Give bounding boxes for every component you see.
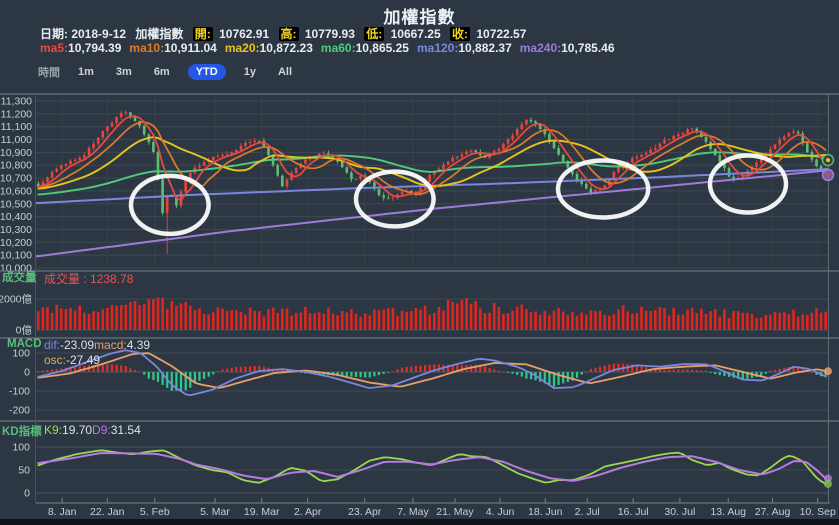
toolbar-label: 時間 (38, 67, 60, 79)
close-value: 10722.57 (476, 27, 527, 41)
range-button-all[interactable]: All (277, 66, 293, 78)
d9-label: D9: (92, 423, 111, 437)
svg-text:0: 0 (24, 488, 30, 500)
ma-legend-item-ma20: ma20:10,872.23 (224, 41, 313, 55)
svg-text:7. May: 7. May (397, 506, 429, 518)
svg-text:10,700: 10,700 (0, 173, 32, 185)
svg-text:100: 100 (12, 442, 30, 454)
dif-label: dif: (44, 338, 61, 352)
annotation-ellipse (707, 153, 789, 215)
bottom-bar (0, 519, 839, 525)
svg-text:10,900: 10,900 (0, 147, 32, 159)
svg-text:10,500: 10,500 (0, 198, 32, 210)
svg-text:10,200: 10,200 (0, 237, 32, 249)
svg-text:50: 50 (18, 465, 30, 477)
range-button-6m[interactable]: 6m (153, 66, 170, 78)
ma-legend-item-ma120: ma120:10,882.37 (416, 41, 512, 55)
macd-label: macd: (94, 338, 127, 352)
svg-text:19. Mar: 19. Mar (244, 506, 280, 518)
kd-panel-title: KD指標 (2, 426, 42, 438)
range-button-1y[interactable]: 1y (243, 66, 256, 78)
svg-text:21. May: 21. May (436, 506, 474, 518)
svg-text:11,000: 11,000 (1, 134, 32, 146)
high-value: 10779.93 (304, 27, 355, 41)
macd-panel-title: MACD (7, 338, 42, 350)
d9-value: 31.54 (110, 423, 141, 437)
open-badge: 開: (192, 27, 213, 41)
svg-text:-200: -200 (9, 405, 30, 417)
open-value: 10762.91 (219, 27, 270, 41)
svg-text:2000億: 2000億 (0, 293, 32, 306)
ma-legend-item-ma240: ma240:10,785.46 (519, 41, 615, 55)
svg-text:0億: 0億 (16, 324, 33, 337)
svg-text:11,100: 11,100 (1, 121, 32, 133)
volume-panel-title: 成交量 (2, 272, 37, 284)
svg-text:100: 100 (12, 348, 30, 360)
svg-text:2. Apr: 2. Apr (294, 506, 322, 518)
svg-text:-100: -100 (9, 386, 30, 398)
k9-label: K9: (44, 423, 63, 437)
range-button-3m[interactable]: 3m (115, 66, 132, 78)
annotation-ellipse (555, 158, 651, 220)
ma-legend-item-ma10: ma10:10,911.04 (129, 41, 217, 55)
svg-text:27. Aug: 27. Aug (755, 506, 791, 518)
date-label: 日期: 2018-9-12 (40, 27, 127, 41)
svg-text:23. Apr: 23. Apr (348, 506, 382, 518)
svg-text:10,100: 10,100 (0, 250, 32, 262)
kd-values: K9:19.70D9:31.54 (44, 423, 141, 437)
svg-text:22. Jan: 22. Jan (90, 506, 125, 518)
volume-value-label: 成交量 : 1238.78 (44, 272, 134, 286)
range-buttons: 1m 3m 6m YTD 1y All (74, 64, 296, 80)
high-badge: 高: (278, 27, 299, 41)
svg-text:10. Sep: 10. Sep (800, 506, 836, 518)
k9-value: 19.70 (62, 423, 93, 437)
low-badge: 低: (364, 27, 385, 41)
range-button-ytd[interactable]: YTD (187, 64, 226, 80)
close-badge: 收: (450, 27, 470, 41)
ma-legend-item-ma5: ma5:10,794.39 (40, 41, 122, 55)
svg-text:11,300: 11,300 (1, 96, 32, 108)
svg-text:13. Aug: 13. Aug (710, 506, 746, 518)
page-title: 加權指數 (383, 8, 456, 27)
ohlc-info: 日期: 2018-9-12 加權指數 開: 10762.91 高: 10779.… (40, 25, 532, 42)
svg-text:10,600: 10,600 (0, 185, 32, 197)
dif-value: -23.09 (60, 338, 95, 352)
svg-text:10,300: 10,300 (0, 224, 32, 236)
svg-text:5. Feb: 5. Feb (140, 506, 170, 518)
annotation-ellipse (353, 169, 436, 229)
svg-text:10,800: 10,800 (0, 160, 32, 172)
svg-text:8. Jan: 8. Jan (48, 506, 77, 518)
ma-legend-item-ma60: ma60:10,865.25 (320, 41, 409, 55)
svg-text:0: 0 (24, 367, 30, 379)
svg-text:4. Jun: 4. Jun (486, 506, 515, 518)
annotation-ellipse (128, 173, 211, 237)
svg-text:16. Jul: 16. Jul (618, 506, 649, 518)
svg-text:18. Jun: 18. Jun (528, 506, 563, 518)
osc-label: osc: (44, 353, 67, 367)
low-value: 10667.25 (390, 27, 441, 41)
svg-text:2. Jul: 2. Jul (575, 506, 600, 518)
svg-text:10,400: 10,400 (0, 211, 32, 223)
index-name: 加權指數 (135, 27, 184, 41)
ma-legend: ma5:10,794.39 ma10:10,911.04 ma20:10,872.2… (40, 41, 623, 55)
svg-text:11,200: 11,200 (1, 108, 32, 120)
osc-value: -27.49 (66, 353, 101, 367)
range-button-1m[interactable]: 1m (78, 66, 94, 78)
macd-value: 4.39 (126, 338, 151, 352)
osc-values: osc:-27.49 (44, 353, 100, 367)
range-toolbar: 時間 1m 3m 6m YTD 1y All (38, 64, 296, 80)
svg-text:5. Mar: 5. Mar (200, 506, 230, 518)
macd-values: dif:-23.09macd:4.39 (44, 338, 150, 352)
svg-text:30. Jul: 30. Jul (664, 506, 695, 518)
